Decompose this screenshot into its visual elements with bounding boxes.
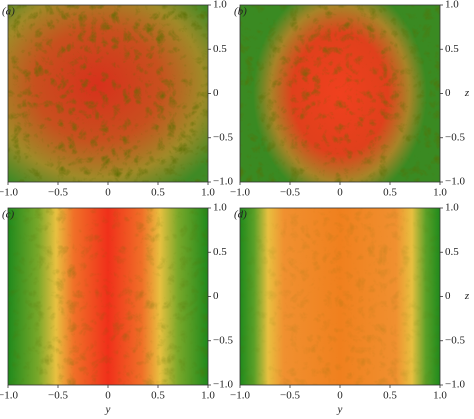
z-tick-label: 0 [445, 290, 451, 302]
x-tick-label: 0.5 [383, 390, 397, 402]
x-tick-label: 1.0 [201, 390, 215, 402]
panel-texture [8, 208, 208, 385]
x-tick-label: −0.5 [48, 187, 68, 199]
x-tick-label: 0.5 [151, 187, 165, 199]
x-tick-label: 1.0 [433, 390, 447, 402]
z-axis-label: z [464, 87, 470, 99]
z-tick-label: 0 [445, 87, 451, 99]
x-axis-label: y [337, 404, 343, 416]
panel-label: (d) [234, 209, 247, 221]
x-tick-label: 0.5 [151, 390, 165, 402]
z-tick-label: −1.0 [445, 379, 465, 391]
panel-label: (c) [2, 209, 15, 221]
x-tick-label: 1.0 [433, 187, 447, 199]
z-tick-label: −0.5 [213, 334, 233, 346]
z-tick-label: 0 [213, 290, 219, 302]
z-tick-label: 0.5 [445, 43, 459, 55]
z-tick-label: −1.0 [445, 176, 465, 188]
x-tick-label: 0 [105, 187, 111, 199]
x-tick-label: 0 [337, 187, 343, 199]
x-tick-label: −0.5 [280, 390, 300, 402]
x-tick-label: −0.5 [48, 390, 68, 402]
x-tick-label: 1.0 [201, 187, 215, 199]
panel-texture [240, 5, 440, 182]
x-tick-label: −1.0 [230, 187, 250, 199]
panel-texture [8, 5, 208, 182]
z-tick-label: −0.5 [445, 334, 465, 346]
z-tick-label: −0.5 [213, 131, 233, 143]
z-tick-label: 0.5 [213, 43, 227, 55]
x-axis-label: y [105, 404, 111, 416]
panel-texture [240, 208, 440, 385]
x-tick-label: 0 [105, 390, 111, 402]
panel-label: (a) [2, 6, 15, 18]
z-tick-label: −1.0 [213, 176, 233, 188]
z-tick-label: 1.0 [445, 202, 459, 214]
z-tick-label: 1.0 [213, 202, 227, 214]
panel-label: (b) [234, 6, 247, 18]
z-tick-label: 1.0 [445, 0, 459, 11]
x-tick-label: −1.0 [230, 390, 250, 402]
z-tick-label: −1.0 [213, 379, 233, 391]
z-tick-label: 0 [213, 87, 219, 99]
x-tick-label: 0 [337, 390, 343, 402]
x-tick-label: 0.5 [383, 187, 397, 199]
x-tick-label: −1.0 [0, 187, 18, 199]
x-tick-label: −1.0 [0, 390, 18, 402]
x-tick-label: −0.5 [280, 187, 300, 199]
z-tick-label: −0.5 [445, 131, 465, 143]
z-tick-label: 0.5 [213, 246, 227, 258]
z-tick-label: 1.0 [213, 0, 227, 11]
z-axis-label: z [464, 290, 470, 302]
z-tick-label: 0.5 [445, 246, 459, 258]
